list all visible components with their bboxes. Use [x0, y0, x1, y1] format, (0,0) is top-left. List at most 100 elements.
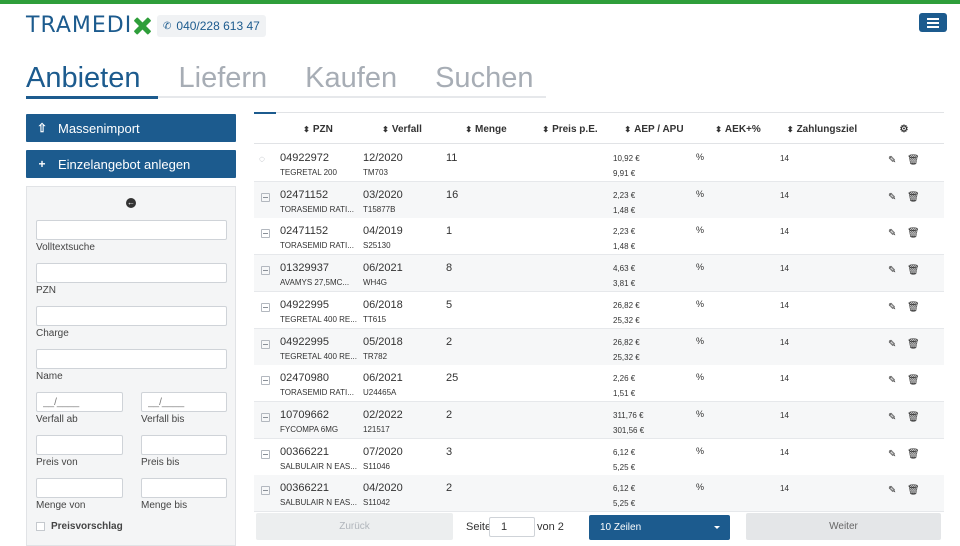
charge-input[interactable] — [36, 306, 227, 326]
trash-icon[interactable]: 🗑 — [907, 155, 920, 166]
table-row[interactable]: 04922995 TEGRETAL 400 RE... 06/2018 TT615 5 2… — [254, 291, 944, 329]
phone-badge[interactable]: ✆ 040/228 613 47 — [157, 15, 266, 37]
trash-icon[interactable]: 🗑 — [907, 228, 920, 240]
menge-value: 11 — [446, 152, 458, 164]
tab-liefern[interactable]: Liefern — [178, 62, 268, 94]
settings-header[interactable]: ⚙ — [864, 113, 944, 145]
col-pzn-header[interactable]: ⬍ PZN — [303, 123, 333, 135]
mass-import-button[interactable]: ⇧ Massenimport — [26, 114, 236, 142]
col-aek-header[interactable]: ⬍ AEK+% — [715, 123, 761, 135]
tab-anbieten[interactable]: Anbieten — [26, 62, 141, 94]
edit-icon[interactable]: ✎ — [888, 301, 897, 313]
menge-value: 25 — [446, 372, 459, 385]
tab-suchen[interactable]: Suchen — [435, 62, 534, 94]
trash-icon[interactable]: 🗑 — [907, 265, 920, 277]
col-aep-header[interactable]: ⬍ AEP / APU — [624, 123, 684, 135]
menge-bis-input[interactable] — [141, 478, 227, 498]
name-label: Name — [36, 371, 63, 382]
table-row[interactable]: 00366221 SALBULAIR N EAS... 07/2020 S11046 3… — [254, 438, 944, 476]
edit-icon[interactable]: ✎ — [888, 411, 897, 423]
edit-icon[interactable]: ✎ — [888, 265, 897, 277]
product-name: TORASEMID RATI... — [280, 388, 354, 398]
trash-icon[interactable]: 🗑 — [907, 411, 920, 423]
eye-slash-icon[interactable]: ◌ — [259, 154, 265, 165]
name-input[interactable] — [36, 349, 227, 369]
aep-value: 4,63 € — [613, 264, 636, 274]
table-row[interactable]: 02470980 TORASEMID RATI... 06/2021 U24465A 2… — [254, 365, 944, 403]
table-row[interactable]: 04922995 TEGRETAL 400 RE... 05/2018 TR782 2 2… — [254, 328, 944, 366]
edit-icon[interactable]: ✎ — [888, 155, 897, 166]
trash-icon[interactable]: 🗑 — [907, 485, 920, 497]
prev-page-button[interactable]: Zurück — [256, 513, 453, 540]
next-page-button[interactable]: Weiter — [746, 513, 941, 540]
product-name: TORASEMID RATI... — [280, 204, 354, 214]
collapse-icon[interactable] — [261, 192, 270, 202]
charge-label: Charge — [36, 328, 69, 339]
trash-icon[interactable]: 🗑 — [907, 301, 920, 313]
product-name: SALBULAIR N EAS... — [280, 498, 357, 508]
col-verfall-header[interactable]: ⬍ Verfall — [382, 123, 422, 135]
single-offer-button[interactable]: + Einzelangebot anlegen — [26, 150, 236, 178]
zahlungsziel-value: 14 — [780, 154, 789, 163]
col-zahlungsziel-header[interactable]: ⬍ Zahlungsziel — [786, 123, 858, 135]
product-name: TEGRETAL 200 — [280, 168, 337, 177]
apu-value: 1,48 € — [613, 205, 636, 215]
page-count-label: von 2 — [537, 520, 564, 533]
product-name: TORASEMID RATI... — [280, 241, 354, 251]
pzn-input[interactable] — [36, 263, 227, 283]
table-row[interactable]: ◌ 04922972 TEGRETAL 200 12/2020 TM703 11 10,92… — [254, 145, 944, 182]
col-preis-header[interactable]: ⬍ Preis p.E. — [542, 123, 598, 135]
sort-icon: ⬍ — [624, 124, 632, 134]
charge-value: U24465A — [363, 388, 397, 398]
collapse-icon[interactable] — [261, 339, 270, 349]
pzn-value: 02471152 — [280, 225, 329, 238]
rows-per-page-select[interactable]: 10 Zeilen — [589, 515, 730, 540]
charge-value: S11046 — [363, 461, 390, 471]
table-row[interactable]: 00366221 SALBULAIR N EAS... 04/2020 S11042 2… — [254, 475, 944, 513]
logo-cross-icon — [133, 17, 151, 35]
verfall-ab-input[interactable] — [36, 392, 123, 412]
collapse-icon[interactable] — [261, 302, 270, 312]
edit-icon[interactable]: ✎ — [888, 338, 897, 350]
trash-icon[interactable]: 🗑 — [907, 375, 920, 387]
verfall-bis-input[interactable] — [141, 392, 227, 412]
trash-icon[interactable]: 🗑 — [907, 191, 920, 203]
trash-icon[interactable]: 🗑 — [907, 448, 920, 460]
tab-kaufen[interactable]: Kaufen — [305, 62, 398, 94]
verfall-value: 03/2020 — [363, 188, 403, 201]
table-row[interactable]: 10709662 FYCOMPA 6MG 02/2022 121517 2 311,76 … — [254, 401, 944, 439]
edit-icon[interactable]: ✎ — [888, 485, 897, 497]
menge-value: 16 — [446, 188, 459, 201]
collapse-icon[interactable] — [261, 266, 270, 276]
zahlungsziel-value: 14 — [780, 227, 789, 237]
edit-icon[interactable]: ✎ — [888, 448, 897, 460]
hamburger-menu-button[interactable] — [919, 13, 947, 32]
table-row[interactable]: 02471152 TORASEMID RATI... 04/2019 S25130 1 2… — [254, 218, 944, 256]
collapse-icon[interactable] — [261, 376, 270, 386]
table-row[interactable]: 02471152 TORASEMID RATI... 03/2020 T15877B 1… — [254, 181, 944, 219]
trash-icon[interactable]: 🗑 — [907, 338, 920, 350]
logo[interactable]: TRAMEDI — [26, 13, 151, 38]
collapse-icon[interactable] — [261, 229, 270, 239]
table-row[interactable]: 01329937 AVAMYS 27,5MC... 06/2021 WH4G 8 4,63… — [254, 255, 944, 293]
zahlungsziel-value: 14 — [780, 447, 789, 457]
edit-icon[interactable]: ✎ — [888, 375, 897, 387]
collapse-icon[interactable] — [261, 486, 270, 496]
preis-bis-input[interactable] — [141, 435, 227, 455]
col-menge-header[interactable]: ⬍ Menge — [465, 123, 507, 135]
collapse-arrow-icon[interactable]: ← — [126, 198, 136, 208]
menge-von-input[interactable] — [36, 478, 123, 498]
page-number-input[interactable] — [489, 517, 535, 537]
aep-value: 311,76 € — [613, 410, 644, 420]
tab-underline — [26, 96, 546, 99]
edit-icon[interactable]: ✎ — [888, 191, 897, 203]
preisvorschlag-checkbox[interactable] — [36, 522, 45, 531]
edit-icon[interactable]: ✎ — [888, 228, 897, 240]
sort-icon: ⬍ — [715, 124, 722, 134]
collapse-icon[interactable] — [261, 412, 270, 422]
menge-value: 5 — [446, 298, 453, 311]
apu-value: 301,56 € — [613, 425, 645, 435]
preis-von-input[interactable] — [36, 435, 123, 455]
fulltext-search-input[interactable] — [36, 220, 227, 240]
collapse-icon[interactable] — [261, 449, 270, 459]
